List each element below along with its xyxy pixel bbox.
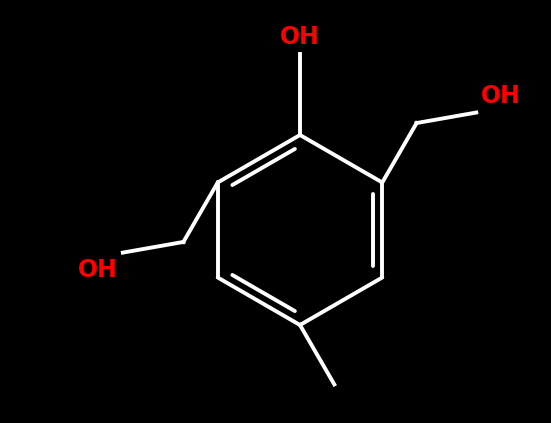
Text: OH: OH — [481, 83, 521, 107]
Text: OH: OH — [280, 25, 320, 49]
Text: OH: OH — [78, 258, 118, 282]
